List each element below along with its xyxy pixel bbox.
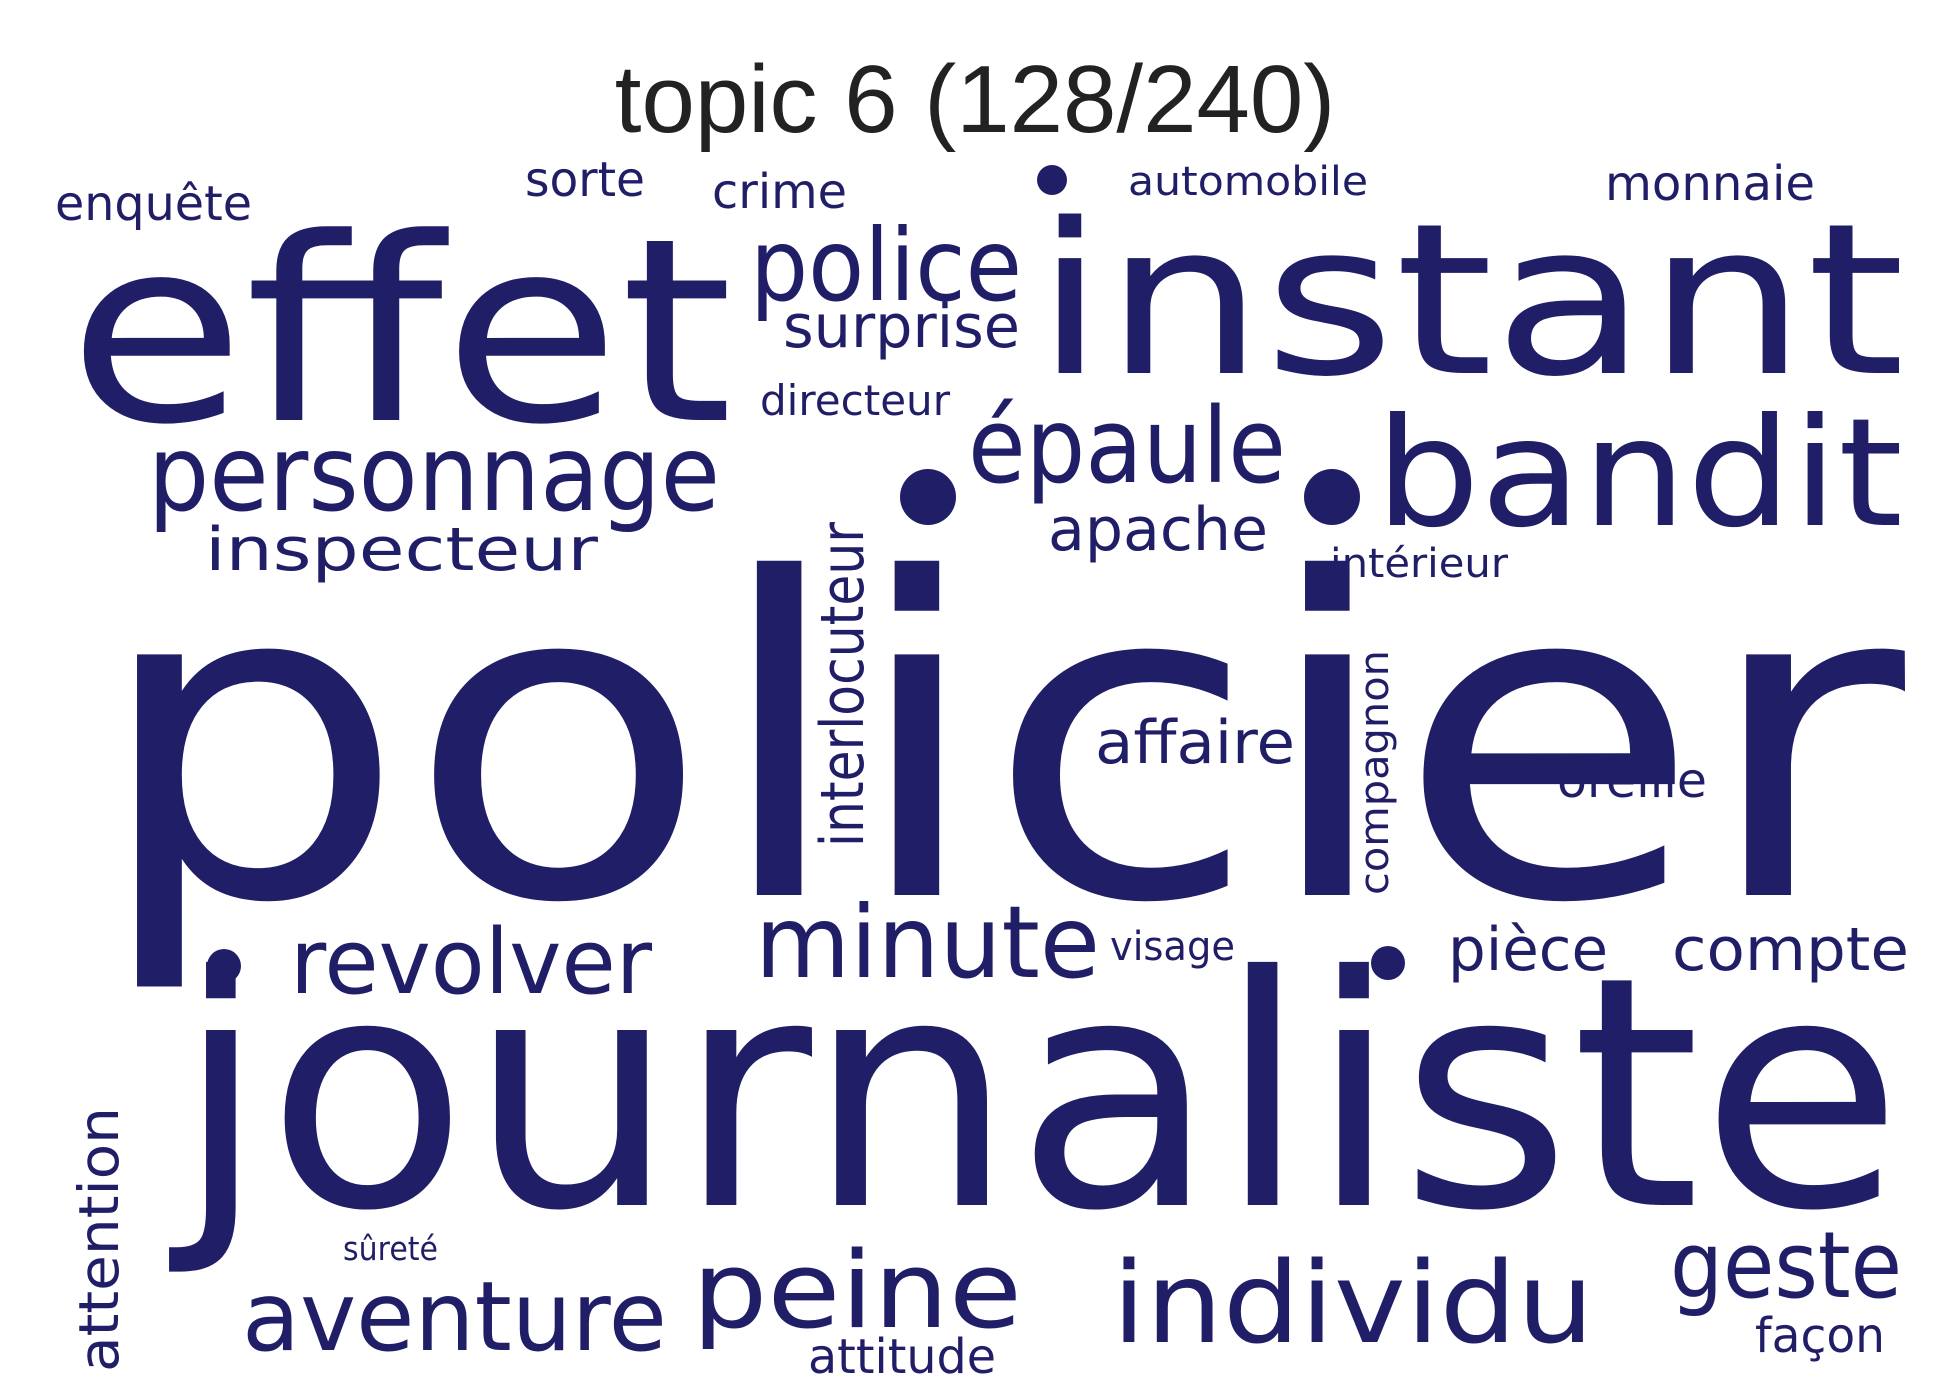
word-individu: individu xyxy=(1112,1239,1594,1369)
decorative-dot xyxy=(1037,165,1067,195)
word-journaliste: journaliste xyxy=(165,909,1903,1281)
word-attention: attention xyxy=(67,1107,131,1372)
word-apache: apache xyxy=(1048,495,1268,565)
cloud-words: policier journaliste instant effet bandi… xyxy=(55,152,1910,1385)
word-bandit: bandit xyxy=(1375,387,1903,561)
word-geste: geste xyxy=(1670,1212,1902,1319)
word-policier: policier xyxy=(92,487,1910,999)
decorative-dot xyxy=(207,949,241,983)
word-sorte: sorte xyxy=(525,152,645,208)
word-aventure: aventure xyxy=(242,1261,667,1373)
word-inspecteur: interlocuteur xyxy=(808,522,878,847)
word-oreille: oreille xyxy=(1557,753,1707,809)
word-attitude: attitude xyxy=(808,1329,996,1385)
word-epaule: épaule xyxy=(968,385,1286,507)
word-facon: façon xyxy=(1755,1308,1885,1364)
word-minute: minute xyxy=(755,884,1100,1001)
word-peine: peine xyxy=(692,1229,1022,1352)
word-interieur: intérieur xyxy=(1330,541,1509,587)
word-automobile: automobile xyxy=(1128,159,1368,205)
decorative-dot xyxy=(1371,946,1405,980)
decorative-dot xyxy=(1304,469,1360,525)
word-police: police xyxy=(750,207,1022,324)
cloud-dots xyxy=(207,165,1405,983)
word-personnage: personnage xyxy=(148,413,720,535)
word-surprise: surprise xyxy=(783,292,1020,362)
cloud-title: topic 6 (128/240) xyxy=(614,46,1336,153)
word-revolver: revolver xyxy=(290,910,652,1015)
word-visage: visage xyxy=(1110,924,1235,970)
word-monnaie: monnaie xyxy=(1605,156,1815,212)
word-instant: instant xyxy=(1035,178,1905,423)
word-compte: compte xyxy=(1672,915,1909,985)
word-enquete: enquête xyxy=(55,176,252,232)
word-piece: pièce xyxy=(1448,915,1608,985)
word-interlocuteur: inspecteur xyxy=(205,515,598,585)
word-affaire: affaire xyxy=(1095,708,1295,778)
word-surete: sûreté xyxy=(343,1229,438,1268)
word-directeur: directeur xyxy=(760,376,951,425)
word-compagnon: compagnon xyxy=(1352,650,1398,895)
word-crime: crime xyxy=(712,164,847,220)
decorative-dot xyxy=(900,469,956,525)
word-effet: effet xyxy=(68,184,733,481)
